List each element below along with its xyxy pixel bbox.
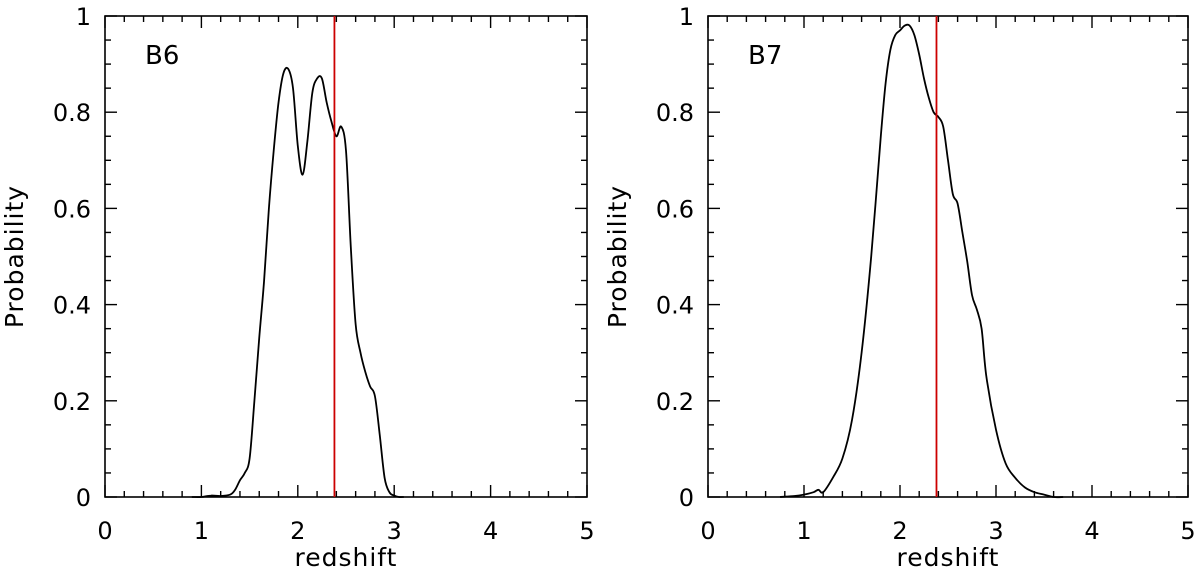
x-tick-label: 4 (483, 517, 498, 545)
x-tick-label: 3 (387, 517, 402, 545)
x-tick-label: 2 (892, 517, 907, 545)
y-tick-label: 0.2 (656, 388, 694, 416)
y-tick-label: 0.8 (53, 99, 91, 127)
panel-label: B7 (748, 41, 782, 71)
y-tick-label: 0 (679, 484, 694, 512)
panel-b7: 0 1 2 3 4 5 0 0.2 0.4 0.6 0.8 1 redshift Probability B… (603, 3, 1196, 569)
y-tick-label: 1 (679, 3, 694, 31)
panel-b6: 0 1 2 3 4 5 0 0.2 0.4 0.6 0.8 1 redshift Probability B… (0, 3, 595, 569)
x-tick-label: 1 (796, 517, 811, 545)
x-tick-label: 5 (1180, 517, 1195, 545)
probability-curve (191, 66, 404, 498)
y-tick-label: 0.4 (656, 292, 694, 320)
x-tick-label: 5 (579, 517, 594, 545)
y-tick-label: 0 (76, 484, 91, 512)
plot-frame (104, 15, 588, 498)
plot-frame (707, 15, 1189, 498)
probability-curve (779, 23, 1064, 499)
x-tick-label: 0 (700, 517, 715, 545)
x-tick-label: 4 (1084, 517, 1099, 545)
y-axis-label: Probability (603, 185, 632, 328)
x-tick-label: 0 (97, 517, 112, 545)
y-tick-label: 0.2 (53, 388, 91, 416)
x-tick-label: 3 (988, 517, 1003, 545)
y-tick-label: 0.8 (656, 99, 694, 127)
x-axis-label: redshift (295, 543, 398, 569)
y-tick-label: 1 (76, 3, 91, 31)
y-axis-label: Probability (0, 185, 29, 328)
x-tick-label: 2 (290, 517, 305, 545)
x-axis-label: redshift (897, 543, 1000, 569)
panel-label: B6 (145, 41, 179, 71)
x-tick-label: 1 (194, 517, 209, 545)
y-tick-label: 0.4 (53, 292, 91, 320)
y-tick-label: 0.6 (656, 195, 694, 223)
y-tick-label: 0.6 (53, 195, 91, 223)
